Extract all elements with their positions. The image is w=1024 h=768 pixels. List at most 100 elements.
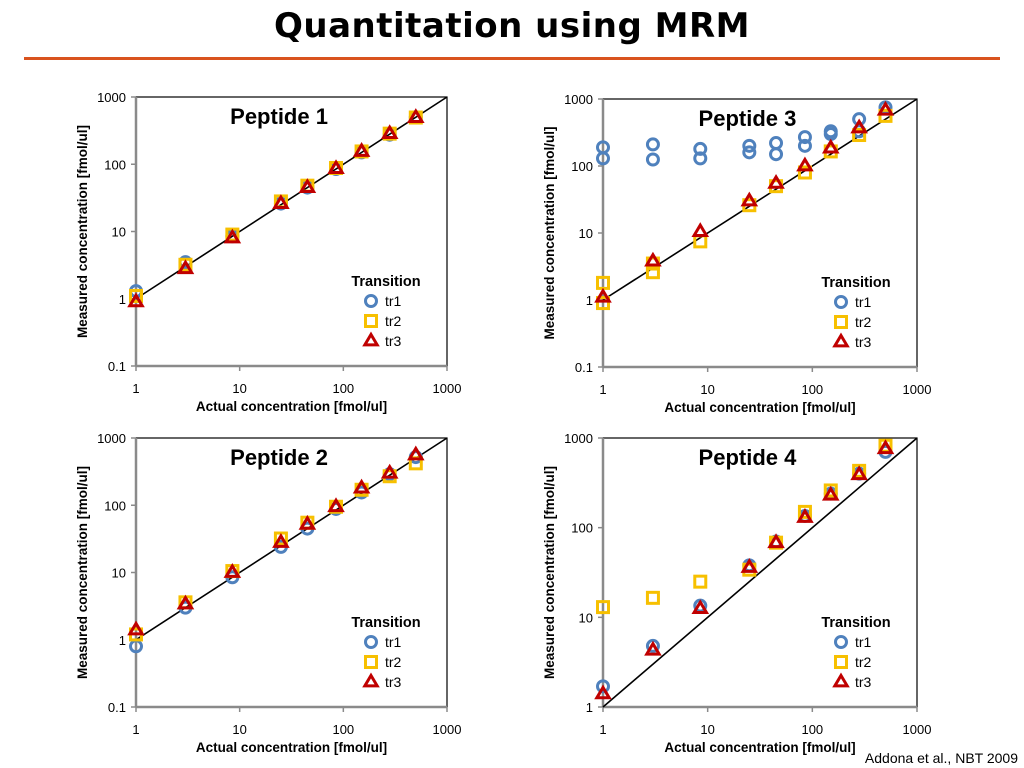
x-tick-label: 1000 xyxy=(903,382,932,397)
data-point-tr3 xyxy=(352,142,371,157)
y-tick-label: 1 xyxy=(119,292,126,307)
legend-title: Transition xyxy=(821,275,890,291)
data-point-tr3 xyxy=(223,228,242,244)
y-tick-label: 1000 xyxy=(564,431,593,446)
x-axis-label: Actual concentration [fmol/ul] xyxy=(196,399,387,414)
data-point-tr2 xyxy=(797,165,812,180)
data-point-tr3 xyxy=(594,684,612,700)
legend-label: tr2 xyxy=(855,654,872,670)
y-tick-label: 10 xyxy=(112,225,126,240)
data-point-tr3 xyxy=(223,563,242,578)
x-tick-label: 100 xyxy=(801,382,823,397)
data-point-tr1 xyxy=(797,138,812,153)
data-point-tr3 xyxy=(594,287,612,303)
x-tick-label: 100 xyxy=(332,722,354,737)
data-point-tr3 xyxy=(740,191,759,207)
legend-marker-tr1 xyxy=(364,635,378,649)
x-tick-label: 1000 xyxy=(433,381,462,396)
data-point-tr1 xyxy=(797,130,812,145)
x-tick-label: 10 xyxy=(232,381,246,396)
legend-label: tr1 xyxy=(855,294,872,310)
legend-title: Transition xyxy=(351,615,420,631)
x-tick-label: 10 xyxy=(700,382,714,397)
data-point-tr2 xyxy=(878,108,893,123)
legend-marker-tr3 xyxy=(362,331,380,347)
y-tick-label: 1000 xyxy=(564,92,593,107)
y-axis-label: Measured concentration [fmol/ul] xyxy=(542,126,557,339)
y-tick-label: 1000 xyxy=(97,90,126,105)
data-point-tr1 xyxy=(596,151,610,166)
data-point-tr1 xyxy=(645,638,660,653)
panel-title: Peptide 1 xyxy=(230,104,328,129)
chart-panel-2: 0.1 1 10 100 1000 1 10 100 1000 Actual concentrat… xyxy=(542,92,931,415)
panel-title: Peptide 2 xyxy=(230,445,328,470)
legend-label: tr2 xyxy=(855,314,872,330)
legend-label: tr2 xyxy=(385,313,402,329)
legend-marker-tr1 xyxy=(834,295,848,309)
data-point-tr3 xyxy=(691,599,710,615)
data-point-tr3 xyxy=(272,194,290,209)
x-tick-label: 1 xyxy=(599,382,606,397)
y-tick-label: 100 xyxy=(104,498,126,513)
data-point-tr2 xyxy=(823,483,838,498)
data-point-tr3 xyxy=(644,640,662,656)
x-tick-label: 1 xyxy=(132,722,139,737)
y-tick-label: 1 xyxy=(119,633,126,648)
legend-marker-tr3 xyxy=(832,672,850,688)
data-point-tr3 xyxy=(767,173,785,189)
data-point-tr2 xyxy=(645,590,660,605)
data-point-tr2 xyxy=(797,504,812,519)
data-point-tr2 xyxy=(645,265,660,280)
y-tick-label: 1 xyxy=(586,700,593,715)
data-point-tr3 xyxy=(176,594,195,610)
data-point-tr1 xyxy=(693,151,708,166)
data-point-tr3 xyxy=(380,463,399,479)
legend-marker-tr1 xyxy=(364,294,378,308)
title-underline xyxy=(24,57,1000,60)
slide-title: Quantitation using MRM xyxy=(274,6,750,46)
data-point-tr2 xyxy=(693,574,708,589)
y-tick-label: 10 xyxy=(579,226,593,241)
y-axis-label: Measured concentration [fmol/ul] xyxy=(75,125,90,338)
x-tick-label: 100 xyxy=(332,381,354,396)
data-point-tr3 xyxy=(796,508,814,523)
data-point-tr3 xyxy=(272,532,290,548)
y-tick-label: 1000 xyxy=(97,431,126,446)
panel-title: Peptide 3 xyxy=(699,106,797,131)
data-point-tr3 xyxy=(850,118,868,134)
chart-panel-4: 1 10 100 1000 1 10 100 1000 Actual concentration… xyxy=(542,431,931,755)
data-point-tr1 xyxy=(693,141,708,156)
data-point-tr1 xyxy=(742,138,757,153)
data-point-tr2 xyxy=(129,288,143,303)
data-point-tr3 xyxy=(176,259,195,275)
x-tick-label: 1 xyxy=(599,722,606,737)
x-tick-label: 10 xyxy=(232,722,246,737)
data-point-tr3 xyxy=(821,138,840,154)
data-point-tr3 xyxy=(644,251,662,267)
legend-marker-tr2 xyxy=(834,655,848,669)
data-point-tr3 xyxy=(127,620,145,636)
legend-label: tr3 xyxy=(385,333,402,349)
y-tick-label: 100 xyxy=(571,521,593,536)
x-axis-label: Actual concentration [fmol/ul] xyxy=(664,400,855,415)
data-point-tr3 xyxy=(298,178,317,193)
data-point-tr2 xyxy=(596,600,610,615)
data-point-tr3 xyxy=(406,445,425,461)
legend-marker-tr3 xyxy=(832,332,850,348)
data-point-tr2 xyxy=(852,128,867,143)
x-tick-label: 1 xyxy=(132,381,139,396)
legend-marker-tr2 xyxy=(364,314,378,328)
y-tick-label: 0.1 xyxy=(108,700,126,715)
data-point-tr2 xyxy=(596,296,610,311)
chart-panel-1: 0.1 1 10 100 1000 1 10 100 1000 Actual concentrat… xyxy=(75,90,461,414)
y-axis-label: Measured concentration [fmol/ul] xyxy=(542,466,557,679)
y-tick-label: 10 xyxy=(579,610,593,625)
y-tick-label: 10 xyxy=(112,566,126,581)
x-tick-label: 10 xyxy=(700,722,714,737)
data-point-tr3 xyxy=(876,100,895,116)
x-tick-label: 1000 xyxy=(433,722,462,737)
legend-title: Transition xyxy=(351,274,420,290)
data-point-tr3 xyxy=(821,485,840,501)
data-point-tr3 xyxy=(298,514,317,530)
